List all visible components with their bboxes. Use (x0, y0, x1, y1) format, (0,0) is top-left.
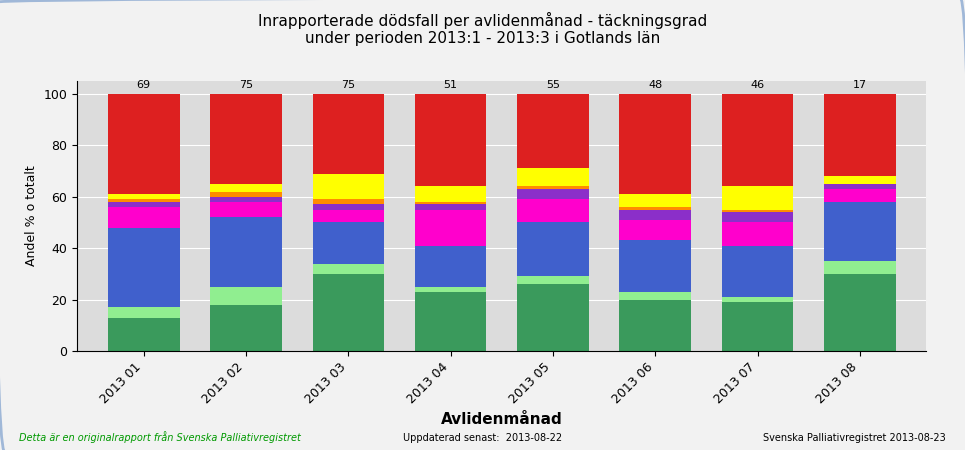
Text: under perioden 2013:1 - 2013:3 i Gotlands län: under perioden 2013:1 - 2013:3 i Gotland… (305, 31, 660, 46)
Bar (824, 261, 896, 274)
Bar (722, 210, 793, 212)
Bar (210, 94, 282, 184)
Text: 75: 75 (239, 80, 253, 90)
Text: 69: 69 (137, 80, 151, 90)
Text: 17: 17 (853, 80, 867, 90)
Bar (313, 222, 384, 264)
Bar (517, 94, 589, 168)
Bar (108, 202, 179, 207)
Bar (722, 186, 793, 210)
Bar (620, 194, 691, 207)
Bar (313, 94, 384, 174)
Bar (722, 212, 793, 222)
Bar (313, 199, 384, 204)
Bar (415, 94, 486, 186)
Bar (210, 197, 282, 202)
Bar (722, 94, 793, 186)
Bar (210, 202, 282, 217)
Text: Svenska Palliativregistret 2013-08-23: Svenska Palliativregistret 2013-08-23 (763, 433, 946, 443)
Bar (620, 94, 691, 194)
Bar (415, 287, 486, 292)
Text: 55: 55 (546, 80, 560, 90)
Text: 46: 46 (751, 80, 764, 90)
Bar (824, 202, 896, 261)
Bar (108, 307, 179, 318)
Bar (620, 300, 691, 351)
Bar (210, 192, 282, 197)
Bar (722, 222, 793, 246)
Bar (210, 184, 282, 192)
Text: 75: 75 (342, 80, 355, 90)
Text: Inrapporterade dödsfall per avlidenmånad - täckningsgrad: Inrapporterade dödsfall per avlidenmånad… (258, 12, 707, 29)
Bar (313, 204, 384, 210)
Bar (620, 240, 691, 292)
Bar (210, 217, 282, 287)
Bar (824, 184, 896, 189)
Bar (517, 186, 589, 189)
Text: Detta är en originalrapport från Svenska Palliativregistret: Detta är en originalrapport från Svenska… (19, 432, 301, 443)
Bar (824, 176, 896, 184)
Bar (517, 168, 589, 186)
Text: 51: 51 (444, 80, 457, 90)
Bar (415, 210, 486, 246)
Bar (210, 305, 282, 351)
Bar (517, 189, 589, 199)
Bar (108, 228, 179, 307)
Bar (415, 204, 486, 210)
Bar (210, 287, 282, 305)
Bar (108, 318, 179, 351)
Bar (517, 199, 589, 222)
Bar (824, 274, 896, 351)
Bar (824, 189, 896, 202)
Bar (415, 202, 486, 204)
Y-axis label: Andel % o totalt: Andel % o totalt (25, 166, 38, 266)
Bar (517, 284, 589, 351)
Bar (108, 194, 179, 199)
Bar (722, 302, 793, 351)
Bar (415, 292, 486, 351)
Bar (108, 207, 179, 228)
Bar (108, 199, 179, 202)
Bar (415, 186, 486, 202)
Bar (415, 246, 486, 287)
Bar (722, 246, 793, 297)
Bar (108, 94, 179, 194)
Bar (517, 222, 589, 276)
Bar (824, 94, 896, 176)
Bar (313, 174, 384, 199)
Bar (722, 297, 793, 302)
Bar (620, 207, 691, 210)
Bar (620, 220, 691, 240)
Bar (313, 264, 384, 274)
X-axis label: Avlidenmånad: Avlidenmånad (441, 412, 563, 427)
Bar (620, 292, 691, 300)
Bar (517, 276, 589, 284)
Text: Uppdaterad senast:  2013-08-22: Uppdaterad senast: 2013-08-22 (403, 433, 562, 443)
Bar (620, 210, 691, 220)
Bar (313, 274, 384, 351)
Bar (313, 210, 384, 222)
Text: 48: 48 (648, 80, 662, 90)
